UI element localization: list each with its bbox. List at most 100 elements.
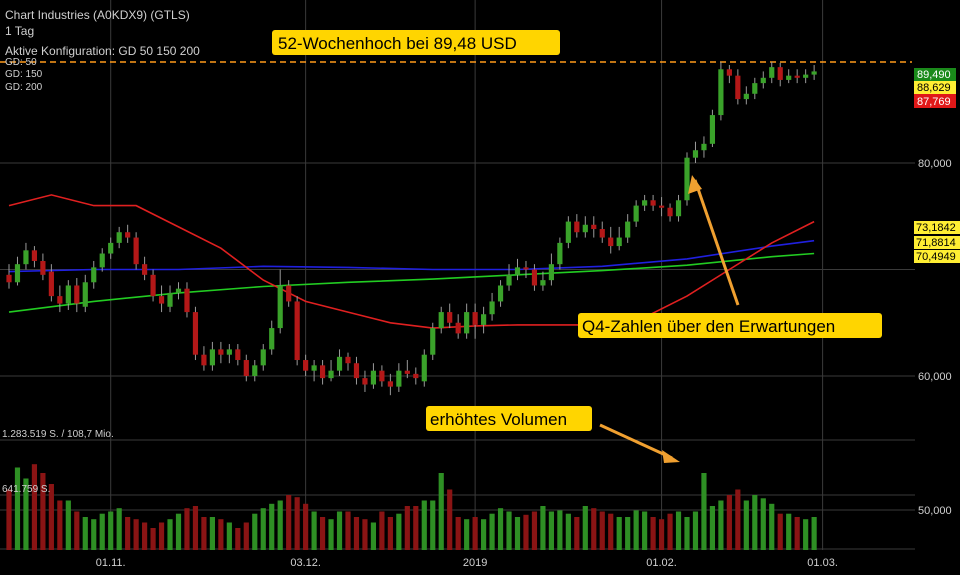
candle-body (82, 282, 88, 307)
volume-bar (650, 517, 656, 550)
volume-bar (523, 514, 529, 550)
candle-body (175, 288, 182, 293)
candle-body (616, 237, 622, 247)
candle-body (150, 274, 156, 297)
candle-body (31, 250, 38, 261)
volume-bar (65, 500, 71, 550)
volume-bar (99, 513, 105, 550)
volume-bar (557, 510, 563, 550)
candle-body (108, 242, 114, 254)
candle-body (243, 360, 249, 376)
volume-bar (633, 510, 639, 550)
candle-body (353, 363, 360, 379)
candle-body (455, 322, 461, 334)
candle-body (286, 285, 292, 302)
candle-body (506, 274, 512, 286)
volume-bar (286, 495, 292, 550)
candle-body (201, 354, 207, 366)
volume-bar (481, 519, 487, 550)
candle-body (675, 200, 682, 217)
volume-bar (184, 508, 190, 550)
candle-body (74, 285, 80, 304)
candle-body (23, 250, 29, 265)
y-tick-label: 60,000 (918, 371, 952, 383)
volume-bar (192, 506, 199, 550)
volume-bar (201, 517, 207, 550)
candle-body (336, 356, 343, 371)
candle-body (14, 264, 21, 283)
volume-bar (743, 500, 749, 550)
volume-bar (667, 513, 673, 550)
volume-bar (497, 508, 504, 550)
volume-bar (6, 489, 12, 550)
volume-bar (116, 508, 122, 550)
volume-bar (379, 511, 385, 550)
volume-bar (777, 513, 783, 550)
candle-body (464, 312, 470, 334)
volume-bar (608, 513, 614, 550)
candle-body (625, 221, 631, 238)
candle-body (481, 314, 487, 325)
volume-bar (175, 513, 182, 550)
volume-bar (574, 517, 580, 550)
volume-bar (786, 513, 792, 550)
volume-bar (506, 511, 512, 550)
gd200-line (8, 252, 815, 313)
volume-bar (464, 519, 470, 550)
volume-bar (531, 511, 538, 550)
volume-bar (48, 484, 54, 550)
candle-body (514, 267, 521, 275)
volume-bar (413, 506, 419, 550)
volume-bar (269, 503, 275, 550)
volume-bar (218, 519, 224, 550)
candle-body (540, 280, 546, 286)
volume-bar (582, 506, 588, 550)
volume-bar (548, 511, 554, 550)
candle-body (777, 67, 783, 80)
candle-body (65, 285, 71, 304)
volume-bar (303, 503, 309, 550)
candle-body (752, 83, 758, 94)
volume-bar (455, 517, 461, 550)
volume-bar (294, 497, 300, 550)
volume-bar (150, 528, 156, 550)
volume-bar (675, 511, 682, 550)
candle-body (803, 74, 809, 78)
volume-bar (489, 513, 495, 550)
candle-body (769, 67, 775, 78)
candle-body (760, 77, 766, 84)
candle-body (642, 200, 648, 206)
candle-body (523, 267, 529, 270)
candle-body (608, 237, 614, 247)
candle-body (582, 224, 588, 233)
candle-body (557, 242, 563, 265)
volume-bar (430, 500, 436, 550)
gd150-line (8, 239, 815, 273)
volume-bar (642, 511, 648, 550)
volume-bar (684, 517, 690, 550)
volume-bar (252, 513, 258, 550)
volume-bar (803, 519, 809, 550)
volume-bar (472, 517, 478, 550)
volume-bar (167, 519, 173, 550)
x-tick-label: 01.02. (646, 557, 677, 569)
candle-body (658, 205, 665, 208)
candle-body (311, 365, 317, 371)
volume-bar (125, 517, 131, 550)
candle-body (430, 328, 436, 355)
candle-body (269, 328, 275, 350)
volume-bar (57, 500, 63, 550)
candle-body (57, 296, 63, 304)
candle-body (497, 285, 504, 302)
candle-body (345, 356, 351, 364)
candle-body (294, 301, 300, 361)
candle-body (379, 370, 385, 382)
volume-bar (421, 500, 427, 550)
volume-bar (328, 519, 334, 550)
volume-bar (142, 522, 148, 550)
volume-bar (438, 473, 444, 550)
volume-bar (514, 517, 521, 550)
volume-bar (591, 508, 597, 550)
volume-bar (31, 464, 38, 550)
